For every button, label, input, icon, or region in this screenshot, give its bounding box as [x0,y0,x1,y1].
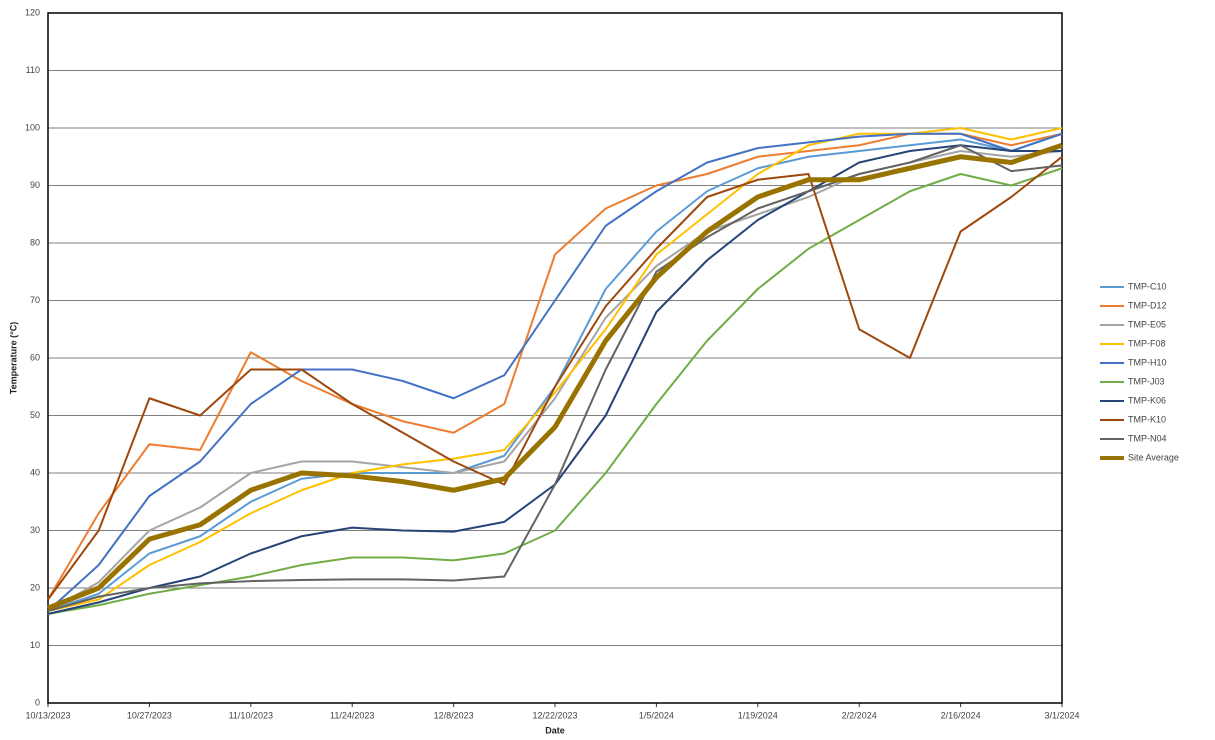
y-tick-label: 50 [30,410,40,420]
y-tick-label: 10 [30,640,40,650]
y-tick-label: 0 [35,697,40,707]
y-tick-label: 60 [30,352,40,362]
x-tick-label: 2/16/2024 [941,710,981,720]
plot-border [47,12,1063,704]
legend-label: TMP-K10 [1128,414,1166,424]
legend-label: TMP-K06 [1128,395,1166,405]
legend-label: TMP-E05 [1128,319,1166,329]
legend-label: TMP-D12 [1128,300,1167,310]
x-tick-label: 1/5/2024 [639,710,674,720]
series-line [47,132,1063,612]
legend-label: TMP-F08 [1128,338,1166,348]
x-tick-label: 10/27/2023 [127,710,172,720]
y-axis-label: Temperature (°C) [8,322,18,394]
legend-label: Site Average [1128,452,1179,462]
legend-label: TMP-H10 [1128,357,1167,367]
series-line [47,142,1063,611]
x-tick-label: 2/2/2024 [842,710,877,720]
series-line [47,132,1063,612]
legend-label: TMP-J03 [1128,376,1165,386]
x-tick-label: 3/1/2024 [1044,710,1079,720]
x-tick-label: 10/13/2023 [25,710,70,720]
y-tick-label: 100 [25,122,40,132]
x-tick-label: 11/24/2023 [330,710,374,720]
series-line [47,132,1063,601]
y-tick-label: 20 [30,582,40,592]
legend-label: TMP-N04 [1128,433,1167,443]
x-tick-label: 12/8/2023 [434,710,474,720]
series-line [47,144,1063,612]
x-tick-label: 1/19/2024 [738,710,778,720]
y-tick-label: 30 [30,525,40,535]
y-tick-label: 110 [26,65,40,75]
x-axis-label: Date [545,725,565,735]
series-line [47,144,1062,615]
x-tick-label: 12/22/2023 [532,710,577,720]
y-tick-label: 80 [30,237,40,247]
y-tick-label: 90 [30,180,40,190]
legend-label: TMP-C10 [1128,281,1167,291]
series-line [47,155,1063,601]
y-tick-label: 40 [30,467,40,477]
y-tick-label: 120 [25,7,40,17]
y-tick-label: 70 [30,295,40,305]
x-tick-label: 11/10/2023 [229,710,273,720]
series-line [47,127,1063,612]
